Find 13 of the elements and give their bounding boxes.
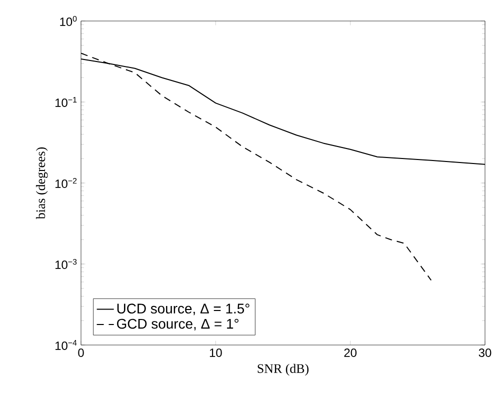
legend-label: UCD source, Δ = 1.5° <box>117 304 250 316</box>
x-tick-label: 10 <box>210 348 222 357</box>
x-tick-label: 20 <box>344 348 357 357</box>
x-tick-label: 30 <box>478 348 492 357</box>
y-axis-title: bias (degrees) <box>36 147 48 220</box>
legend-label: GCD source, Δ = 1° <box>117 318 238 330</box>
y-tick-label: 10$^{−4}$ <box>56 340 77 350</box>
y-tick-label: 10$^{−3}$ <box>56 258 77 270</box>
x-axis-title: SNR (dB) <box>258 364 309 376</box>
y-tick-label: 10$^{−1}$ <box>56 97 77 107</box>
x-tick-label: 0 <box>78 348 84 357</box>
y-tick-label: 10$^{−2}$ <box>56 178 77 188</box>
y-tick-label: 10$^{0}$ <box>60 16 77 26</box>
